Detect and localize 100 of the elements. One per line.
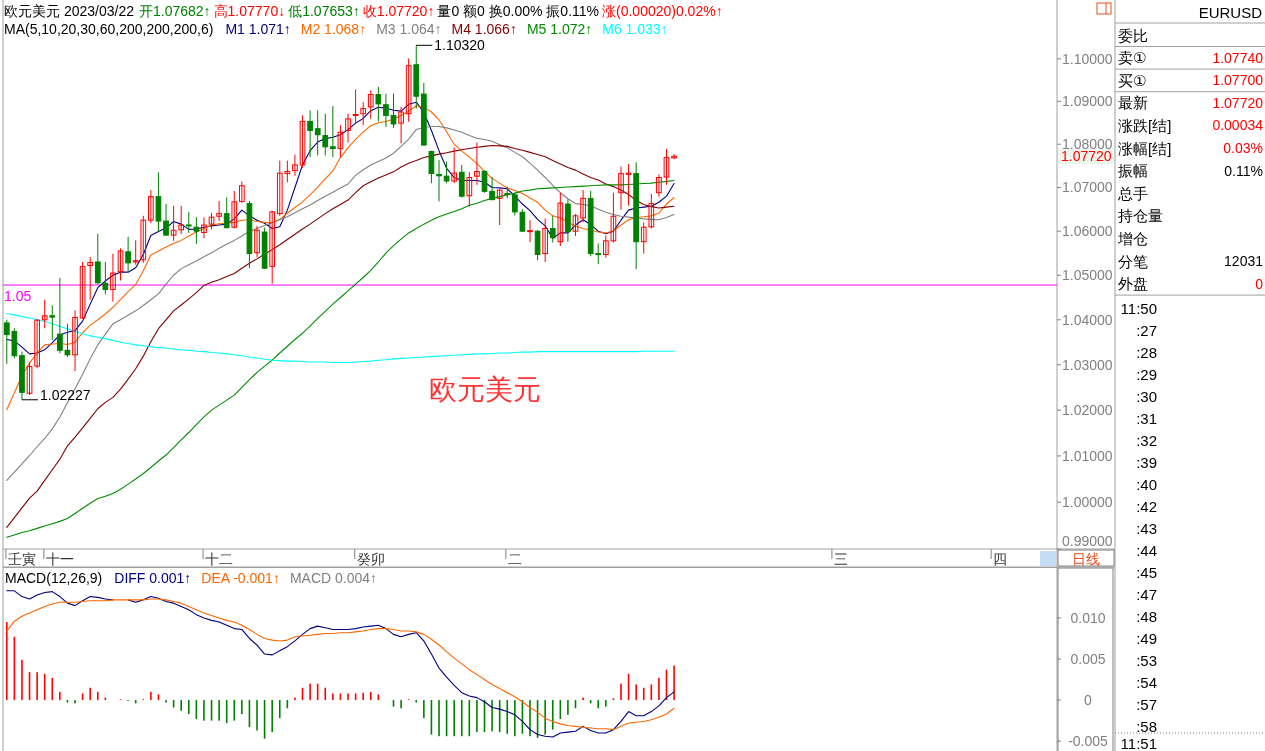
x-tick-label: 癸卯 <box>356 551 385 567</box>
y-tick-label: 1.03000 <box>1062 356 1113 373</box>
candlestick <box>474 141 480 186</box>
candlestick <box>94 233 101 286</box>
y-tick-label: 0 <box>1084 692 1093 709</box>
y-tick-label: 0.005 <box>1070 651 1106 667</box>
text: :45 <box>1136 564 1157 582</box>
ref-line-label: 1.05 <box>4 288 32 305</box>
x-tick-label: 三 <box>833 551 848 567</box>
text: :28 <box>1136 344 1157 362</box>
candlestick <box>117 247 124 282</box>
text: :40 <box>1136 476 1157 494</box>
candlestick <box>405 57 412 123</box>
candlestick <box>269 210 276 285</box>
legend: MA(5,10,20,30,60,200,200,200,6) M1 1.071↑ M2 1.068↑ M3 1.064↑ M4 1.066↑ M5 1.072↑ M6 1.033↑ <box>4 21 668 37</box>
text: :27 <box>1136 322 1157 340</box>
line-series <box>6 105 675 411</box>
candlestick <box>292 154 298 177</box>
text: :32 <box>1136 432 1157 450</box>
text: :57 <box>1136 696 1157 714</box>
y-tick-label: 1.04000 <box>1062 311 1113 328</box>
text: :54 <box>1136 674 1157 692</box>
text: MACD(12,26,9) <box>5 570 103 586</box>
row: 分笔 12031 <box>1118 252 1263 270</box>
text: MACD 0.004↑ <box>289 570 378 586</box>
candlestick <box>239 180 245 204</box>
annotation: 涨(0.00020)0.02%↑ <box>602 3 723 19</box>
candlestick <box>231 190 238 230</box>
candlestick <box>367 89 374 120</box>
annotation: 1.10320 <box>415 37 485 54</box>
annotation: 收1.07720↑ <box>362 3 435 19</box>
candlestick <box>360 101 367 126</box>
candlestick <box>322 113 329 156</box>
text: DEA -0.001↑ <box>201 570 280 586</box>
candlestick <box>49 304 56 341</box>
text: :39 <box>1136 454 1157 472</box>
text: :29 <box>1136 366 1157 384</box>
row: 增仓 <box>1118 229 1148 247</box>
x-tick-label: 十一 <box>45 551 74 567</box>
candlestick <box>542 217 549 263</box>
y-tick-label: 1.07000 <box>1062 179 1113 196</box>
row: 振幅 0.11% <box>1118 162 1263 180</box>
candlestick <box>102 261 109 295</box>
candlestick <box>428 150 435 184</box>
candlestick <box>223 196 230 230</box>
text: :44 <box>1136 542 1157 560</box>
candlestick <box>549 215 556 244</box>
row: 涨跌[结] 0.00034 <box>1118 116 1263 134</box>
candlestick <box>41 299 48 329</box>
candlestick <box>496 188 503 226</box>
annotation: 1.10320 <box>434 37 486 54</box>
text: :58 <box>1136 718 1157 736</box>
row: 总手 <box>1118 184 1148 202</box>
line-series <box>6 126 675 481</box>
candlestick <box>398 106 404 144</box>
candlestick <box>193 216 200 245</box>
candlestick <box>345 113 351 143</box>
candlestick <box>307 109 313 158</box>
annotation: 低1.07653↑ <box>288 3 360 19</box>
x-tick-label: 二 <box>507 551 522 567</box>
line-series <box>6 101 675 355</box>
row: 最新 1.07720 <box>1118 94 1263 112</box>
text: :42 <box>1136 498 1157 516</box>
candlestick <box>314 109 321 156</box>
candlestick <box>125 236 131 272</box>
chart-title: 欧元美元 2023/03/22 <box>4 3 135 19</box>
y-tick-label: 1.00000 <box>1062 494 1113 511</box>
text: :53 <box>1136 652 1157 670</box>
annotation: 1.02227 <box>39 386 91 403</box>
text: :30 <box>1136 388 1157 406</box>
candlestick <box>132 239 139 266</box>
candlestick <box>79 261 86 320</box>
candlestick <box>330 105 336 158</box>
candlestick <box>466 171 473 208</box>
candlestick <box>580 189 586 223</box>
candlestick <box>625 163 632 207</box>
row: 买① 1.07700 <box>1118 71 1263 89</box>
candlestick <box>458 164 465 198</box>
annotation: 量0 额0 换0.00% 振0.11% <box>437 3 600 19</box>
candlestick <box>390 93 397 129</box>
candlestick <box>383 93 389 128</box>
y-tick-label: -0.005 <box>1068 733 1109 750</box>
y-tick-label: 1.05000 <box>1062 267 1113 284</box>
candlestick <box>572 213 579 237</box>
annotation: 1.02227 <box>21 386 91 403</box>
candlestick <box>648 193 655 230</box>
candlestick <box>140 215 147 264</box>
x-tick-label: 壬寅 <box>7 551 36 567</box>
candlestick <box>201 217 207 239</box>
candlestick <box>527 219 533 243</box>
row: 卖① 1.07740 <box>1118 49 1263 67</box>
text: 11:51 <box>1120 734 1157 751</box>
x-tick-label: 四 <box>993 551 1008 567</box>
line-series <box>6 312 675 364</box>
y-tick-label: 1.10000 <box>1062 50 1113 67</box>
candlestick <box>337 124 344 158</box>
row: 委比 <box>1118 26 1148 44</box>
annotation: 高1.07770↓ <box>213 3 286 19</box>
y-tick-label: 1.09000 <box>1062 93 1113 110</box>
x-tick-label: 十二 <box>205 551 234 567</box>
